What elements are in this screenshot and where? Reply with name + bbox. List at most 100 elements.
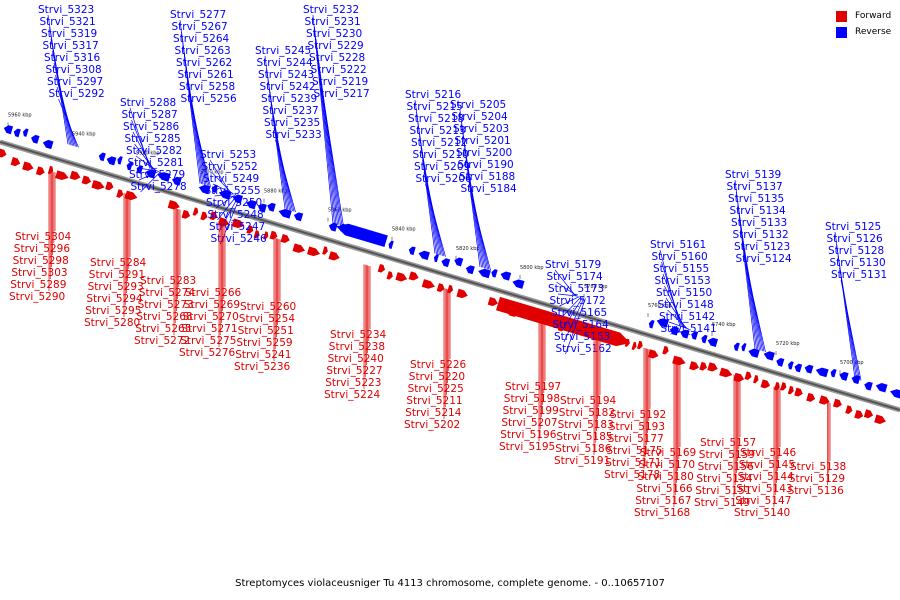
gene-leader-line xyxy=(560,296,582,319)
forward-gene-label: Strvi_5274 xyxy=(139,287,196,299)
forward-gene xyxy=(744,371,752,380)
reverse-gene xyxy=(42,139,54,150)
reverse-gene-label: Strvi_5125 xyxy=(825,221,881,233)
reverse-gene-label: Strvi_5139 xyxy=(725,169,781,181)
forward-gene-label: Strvi_5295 xyxy=(85,305,141,317)
reverse-gene-label: Strvi_5258 xyxy=(179,81,235,93)
reverse-gene-label: Strvi_5282 xyxy=(126,145,182,157)
reverse-gene-label: Strvi_5153 xyxy=(655,275,711,287)
forward-gene xyxy=(787,385,794,395)
forward-gene xyxy=(863,409,874,419)
axis-tick-label: 5920 kbp xyxy=(136,150,160,156)
reverse-gene-label: Strvi_5281 xyxy=(128,157,184,169)
gene-leader-line xyxy=(58,98,79,148)
reverse-gene-label: Strvi_5255 xyxy=(205,185,261,197)
gene-leader-line xyxy=(212,183,234,194)
forward-gene-label: Strvi_5197 xyxy=(505,381,561,393)
reverse-gene-label: Strvi_5297 xyxy=(47,76,103,88)
reverse-gene-label: Strvi_5173 xyxy=(548,283,604,295)
reverse-gene-label: Strvi_5150 xyxy=(656,287,712,299)
forward-gene-label: Strvi_5290 xyxy=(9,291,65,303)
forward-gene-label: Strvi_5167 xyxy=(635,495,691,507)
forward-gene xyxy=(446,284,454,294)
forward-gene-label: Strvi_5276 xyxy=(179,347,236,359)
reverse-gene xyxy=(648,320,655,329)
forward-gene-label: Strvi_5168 xyxy=(634,507,690,519)
reverse-gene xyxy=(157,172,171,182)
reverse-gene-label: Strvi_5237 xyxy=(263,105,319,117)
forward-gene-label: Strvi_5266 xyxy=(185,287,242,299)
reverse-gene-label: Strvi_5245 xyxy=(255,45,311,57)
forward-gene-label: Strvi_5284 xyxy=(90,257,147,269)
forward-gene-label: Strvi_5223 xyxy=(325,377,381,389)
reverse-gene-label: Strvi_5201 xyxy=(455,135,511,147)
reverse-gene xyxy=(500,271,512,281)
forward-gene-label: Strvi_5140 xyxy=(734,507,790,519)
reverse-gene xyxy=(830,368,837,378)
forward-gene-label: Strvi_5251 xyxy=(238,325,294,337)
forward-gene-label: Strvi_5166 xyxy=(636,483,693,495)
gene-leader-line xyxy=(665,297,687,329)
forward-gene-label: Strvi_5185 xyxy=(556,431,612,443)
forward-gene-label: Strvi_5154 xyxy=(696,473,753,485)
reverse-gene-label: Strvi_5165 xyxy=(551,307,607,319)
reverse-gene-label: Strvi_5190 xyxy=(458,159,514,171)
reverse-gene xyxy=(98,152,106,162)
reverse-gene-label: Strvi_5278 xyxy=(131,181,187,193)
reverse-gene-label: Strvi_5128 xyxy=(828,245,884,257)
forward-gene xyxy=(845,405,853,414)
reverse-gene xyxy=(441,258,451,268)
reverse-gene-label: Strvi_5308 xyxy=(46,64,102,76)
gene-leader-line xyxy=(275,139,296,213)
forward-gene-label: Strvi_5275 xyxy=(180,335,236,347)
forward-gene xyxy=(217,217,230,227)
forward-gene-label: Strvi_5289 xyxy=(10,279,66,291)
reverse-gene-label: Strvi_5174 xyxy=(547,271,604,283)
reverse-gene xyxy=(278,208,292,219)
reverse-gene-label: Strvi_5141 xyxy=(661,323,717,335)
forward-gene-label: Strvi_5260 xyxy=(240,301,296,313)
reverse-gene xyxy=(13,128,21,138)
forward-gene-label: Strvi_5240 xyxy=(328,353,384,365)
reverse-gene-label: Strvi_5317 xyxy=(43,40,99,52)
reverse-gene-label: Strvi_5200 xyxy=(456,147,512,159)
reverse-gene xyxy=(408,246,416,256)
forward-gene-label: Strvi_5238 xyxy=(329,341,385,353)
reverse-gene-label: Strvi_5319 xyxy=(41,28,97,40)
forward-gene-label: Strvi_5195 xyxy=(499,441,555,453)
forward-gene xyxy=(647,349,659,359)
reverse-gene-label: Strvi_5184 xyxy=(461,183,518,195)
axis-tick-label: 5940 kbp xyxy=(72,131,96,137)
reverse-gene xyxy=(839,371,849,381)
forward-gene xyxy=(854,409,864,419)
reverse-gene-label: Strvi_5235 xyxy=(264,117,320,129)
reverse-gene xyxy=(22,128,29,137)
forward-gene-label: Strvi_5259 xyxy=(236,337,292,349)
reverse-gene-label: Strvi_5160 xyxy=(652,251,708,263)
reverse-gene xyxy=(707,337,719,347)
forward-gene-label: Strvi_5149 xyxy=(694,497,750,509)
forward-gene-label: Strvi_5270 xyxy=(183,311,239,323)
forward-gene-label: Strvi_5180 xyxy=(638,471,694,483)
forward-gene-label: Strvi_5193 xyxy=(609,421,665,433)
reverse-gene xyxy=(293,212,304,222)
forward-gene xyxy=(689,361,699,371)
reverse-gene-label: Strvi_5205 xyxy=(450,99,506,111)
reverse-gene-label: Strvi_5252 xyxy=(202,161,258,173)
reverse-gene xyxy=(136,165,144,174)
reverse-gene-label: Strvi_5287 xyxy=(122,109,178,121)
forward-gene-label: Strvi_5170 xyxy=(639,459,695,471)
gene-leader-line xyxy=(129,107,151,169)
forward-gene-label: Strvi_5254 xyxy=(239,313,296,325)
reverse-gene-label: Strvi_5277 xyxy=(170,9,226,21)
forward-gene xyxy=(69,170,81,181)
reverse-gene xyxy=(804,364,814,374)
reverse-gene-label: Strvi_5123 xyxy=(734,241,790,253)
forward-gene xyxy=(760,379,771,389)
forward-gene-label: Strvi_5227 xyxy=(326,365,382,377)
gene-leader-line xyxy=(565,298,586,355)
reverse-gene-label: Strvi_5321 xyxy=(40,16,96,28)
forward-gene xyxy=(707,362,718,372)
forward-gene-label: Strvi_5136 xyxy=(788,485,845,497)
